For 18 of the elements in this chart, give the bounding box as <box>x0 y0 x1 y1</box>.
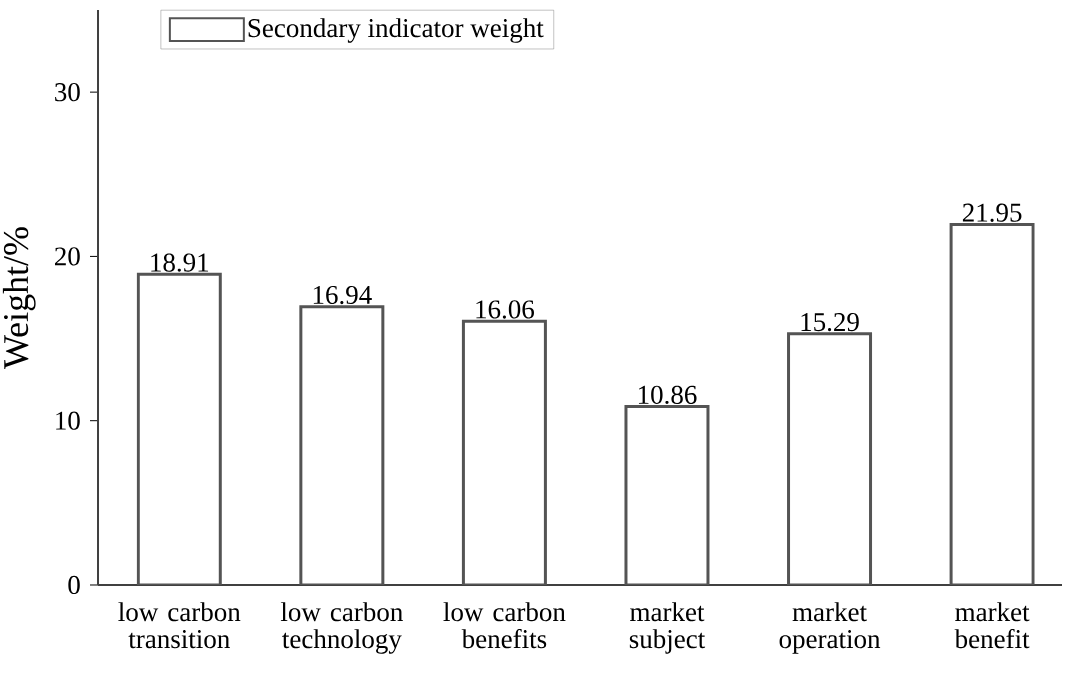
data-label: 15.29 <box>801 313 859 332</box>
data-label: 16.94 <box>313 285 372 305</box>
data-label: 10.86 <box>638 385 697 405</box>
y-tick-label: 30 <box>55 83 80 102</box>
y-tick-label: 10 <box>56 411 80 430</box>
data-label: 21.95 <box>962 203 1022 222</box>
x-tick-label: market operation <box>779 602 881 654</box>
data-label: 16.06 <box>476 300 534 319</box>
y-tick-label: 0 <box>68 575 80 595</box>
x-tick-label: market benefit <box>954 602 1030 649</box>
x-tick-label: low carbon benefits <box>443 602 566 649</box>
text: Secondary indicator weight <box>248 18 544 43</box>
y-tick-label: 20 <box>55 247 80 266</box>
x-tick-label: market subject <box>629 602 706 654</box>
x-tick-label: low carbon technology <box>280 602 403 654</box>
y-axis-title: Weight/% <box>2 227 36 369</box>
x-tick-label: low carbon transition <box>118 602 241 649</box>
data-label: 18.91 <box>151 253 209 272</box>
